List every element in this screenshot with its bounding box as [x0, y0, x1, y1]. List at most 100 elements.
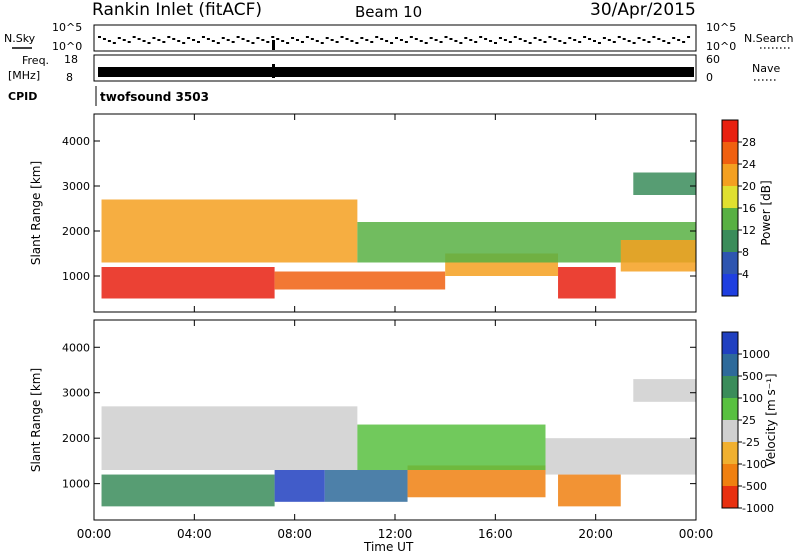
noise-sample [355, 42, 359, 44]
noise-sample [231, 41, 235, 43]
noise-sample [266, 41, 270, 43]
power-ylabel: Slant Range [km] [29, 161, 43, 265]
data-band [274, 470, 325, 502]
x-tick-label: 08:00 [277, 527, 312, 541]
noise-sample [612, 41, 616, 43]
noise-sample [583, 36, 587, 38]
noise-sample [399, 39, 403, 41]
colorbar-segment [722, 186, 738, 208]
colorbar-segment [722, 398, 738, 420]
noise-sample [687, 36, 691, 38]
noise-sample [305, 36, 309, 38]
noise-sample [390, 42, 394, 44]
noise-sample [677, 39, 681, 41]
noise-sample [662, 40, 666, 42]
noise-sample [508, 41, 512, 43]
colorbar-segment [722, 486, 738, 508]
noise-strip: N.Sky 10^5 10^0 10^5 10^0 N.Search [4, 21, 794, 53]
noise-sample [152, 37, 156, 39]
noise-sample [538, 39, 542, 41]
colorbar-segment [722, 354, 738, 376]
freq-label: Freq. [22, 54, 49, 67]
noise-sample [444, 36, 448, 38]
colorbar-segment [722, 252, 738, 274]
nsky-label: N.Sky [4, 32, 36, 45]
noise-sample [568, 37, 572, 39]
nsky-tick-top: 10^5 [52, 21, 82, 34]
noise-sample [602, 37, 606, 39]
nave-label: Nave [752, 62, 780, 75]
power-colorbar-label: Power [dB] [759, 180, 773, 245]
colorbar-segment [722, 332, 738, 354]
noise-sample [261, 39, 265, 41]
noise-sample [424, 42, 428, 44]
date-label: 30/Apr/2015 [590, 0, 696, 20]
data-band [407, 465, 546, 498]
velocity-data [101, 379, 696, 507]
noise-sample [484, 38, 488, 40]
noise-sample [617, 36, 621, 38]
noise-sample [127, 41, 131, 43]
noise-sample [479, 36, 483, 38]
colorbar-tick-label: -100 [742, 458, 767, 471]
noise-sample [513, 36, 517, 38]
cpid-value: twofsound 3503 [100, 90, 209, 104]
noise-sample [162, 41, 166, 43]
noise-sample [404, 41, 408, 43]
colorbar-tick-label: 25 [742, 414, 756, 427]
noise-sample [107, 40, 111, 42]
colorbar-segment [722, 164, 738, 186]
colorbar-tick-label: 4 [742, 268, 749, 281]
nsearch-tick-bottom: 10^0 [706, 40, 736, 53]
y-tick-label: 1000 [62, 270, 90, 283]
noise-sample [221, 37, 225, 39]
noise-sample [182, 42, 186, 44]
colorbar-segment [722, 120, 738, 142]
noise-sample [632, 42, 636, 44]
time-axis-label: Time UT [363, 540, 414, 554]
noise-sample [523, 40, 527, 42]
noise-sample [434, 39, 438, 41]
colorbar-tick-label: 28 [742, 136, 756, 149]
x-tick-label: 00:00 [679, 527, 714, 541]
noise-sample [518, 38, 522, 40]
noise-sample [320, 42, 324, 44]
noise-sample [142, 40, 146, 42]
noise-sample [563, 42, 567, 44]
noise-sample [380, 38, 384, 40]
noise-sample [588, 38, 592, 40]
data-band [558, 474, 621, 507]
station-title: Rankin Inlet (fitACF) [92, 0, 262, 20]
noise-sample [281, 40, 285, 42]
noise-sample [494, 42, 497, 44]
colorbar-tick-label: 16 [742, 202, 756, 215]
noise-sample [464, 37, 468, 39]
data-band [101, 474, 275, 507]
y-tick-label: 3000 [62, 180, 90, 193]
noise-sample [147, 42, 151, 44]
velocity-panel: 1000 2000 3000 4000 Slant Range [km] 1000 50… [29, 319, 778, 521]
x-tick-label: 12:00 [378, 527, 413, 541]
time-axis: 00:00 04:00 08:00 12:00 16:00 20:00 00:00 [77, 114, 714, 541]
data-band [101, 199, 358, 263]
noise-sample [439, 41, 443, 43]
colorbar-tick-label: 24 [742, 158, 756, 171]
colorbar-tick-label: -1000 [742, 502, 774, 515]
noise-sample [350, 40, 354, 42]
y-tick-label: 4000 [62, 341, 90, 354]
nsearch-tick-top: 10^5 [706, 21, 736, 34]
noise-sample [597, 42, 601, 44]
noise-sample [187, 37, 191, 39]
data-band [101, 406, 358, 470]
noise-sample [251, 42, 255, 44]
velocity-colorbar: 1000 500 100 25 -25 -100 -500 -1000 [721, 331, 774, 515]
velocity-y-axis: 1000 2000 3000 4000 [62, 341, 696, 491]
noise-sample [216, 42, 220, 44]
noise-sample [192, 39, 196, 41]
beam-label: Beam 10 [355, 3, 422, 21]
y-tick-label: 2000 [62, 225, 90, 238]
noise-sample [300, 41, 304, 43]
noise-sample [335, 41, 339, 43]
data-band [633, 172, 696, 195]
